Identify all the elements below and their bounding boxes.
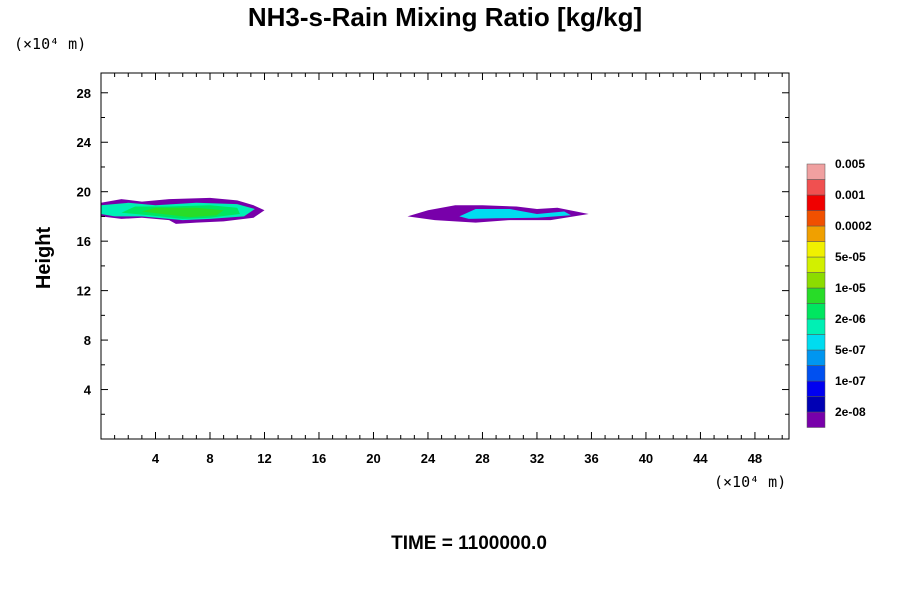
colorbar-swatch xyxy=(806,303,826,320)
x-tick-label: 48 xyxy=(748,451,762,466)
colorbar-label: 2e-06 xyxy=(835,312,866,326)
colorbar-swatch xyxy=(806,163,826,180)
y-tick-label: 16 xyxy=(77,234,91,249)
colorbar-swatch xyxy=(806,396,826,413)
colorbar-swatch xyxy=(806,179,826,196)
x-tick-label: 16 xyxy=(312,451,326,466)
colorbar-swatch xyxy=(806,241,826,258)
colorbar-label: 2e-08 xyxy=(835,405,866,419)
colorbar-swatch xyxy=(806,272,826,289)
colorbar-label: 5e-07 xyxy=(835,343,866,357)
colorbar-swatch xyxy=(806,365,826,382)
x-tick-label: 8 xyxy=(206,451,213,466)
colorbar-swatch xyxy=(806,349,826,366)
colorbar: 2e-08 1e-07 5e-07 2e-06 1e-05 5e-05 0.0002 0.00… xyxy=(806,157,872,428)
colorbar-label: 0.005 xyxy=(835,157,865,171)
x-tick-label: 20 xyxy=(366,451,380,466)
colorbar-label: 5e-05 xyxy=(835,250,866,264)
y-tick-label: 12 xyxy=(77,284,91,299)
plot-frame xyxy=(100,72,790,440)
y-unit-label: (×10⁴ m) xyxy=(14,35,86,53)
colorbar-swatch xyxy=(806,256,826,273)
y-tick-label: 4 xyxy=(84,383,92,398)
colorbar-label: 1e-05 xyxy=(835,281,866,295)
colorbar-swatch xyxy=(806,411,826,428)
y-axis-title: Height xyxy=(33,227,55,290)
colorbar-swatch xyxy=(806,287,826,304)
x-tick-label: 32 xyxy=(530,451,544,466)
colorbar-swatch xyxy=(806,210,826,227)
x-unit-label: (×10⁴ m) xyxy=(714,473,786,491)
x-tick-label: 12 xyxy=(257,451,271,466)
x-tick-label: 36 xyxy=(584,451,598,466)
y-tick-label: 28 xyxy=(77,86,91,101)
colorbar-swatch xyxy=(806,194,826,211)
y-tick-label: 24 xyxy=(77,135,92,150)
chart-title: NH3-s-Rain Mixing Ratio [kg/kg] xyxy=(248,2,642,32)
x-tick-label: 44 xyxy=(693,451,708,466)
colorbar-label: 0.0002 xyxy=(835,219,872,233)
x-tick-label: 28 xyxy=(475,451,489,466)
colorbar-swatch xyxy=(806,334,826,351)
colorbar-swatch xyxy=(806,225,826,242)
x-tick-label: 40 xyxy=(639,451,653,466)
x-tick-label: 24 xyxy=(421,451,436,466)
colorbar-swatch xyxy=(806,380,826,397)
contour-right-level-5 xyxy=(459,209,571,219)
colorbar-label: 0.001 xyxy=(835,188,865,202)
colorbar-swatch xyxy=(806,318,826,335)
y-tick-label: 20 xyxy=(77,185,91,200)
y-tick-label: 8 xyxy=(84,333,91,348)
contour-layer xyxy=(101,197,589,224)
contour-left-level-8 xyxy=(141,207,224,218)
colorbar-label: 1e-07 xyxy=(835,374,866,388)
time-label: TIME = 1100000.0 xyxy=(391,533,547,554)
x-tick-label: 4 xyxy=(152,451,160,466)
